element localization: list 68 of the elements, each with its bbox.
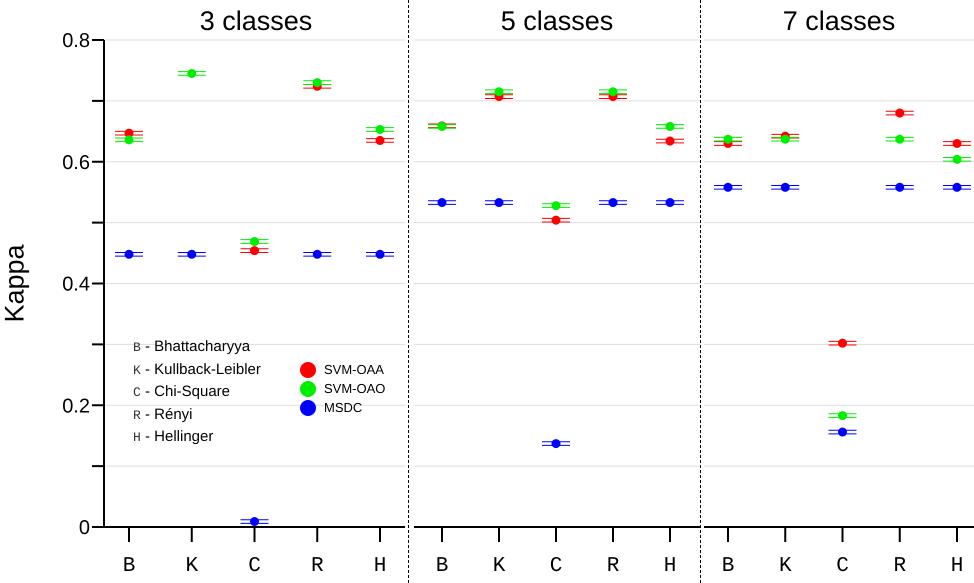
point	[895, 134, 904, 144]
point	[723, 134, 733, 144]
point	[437, 198, 447, 208]
y-tick-label: 0.6	[62, 152, 90, 174]
point	[952, 138, 962, 148]
legend-label: MSDC	[324, 400, 362, 415]
point	[665, 122, 675, 131]
x-tick-label: H	[950, 554, 964, 578]
point	[375, 136, 385, 145]
x-tick-label: H	[374, 554, 386, 578]
point	[952, 182, 962, 192]
point	[494, 87, 504, 96]
point	[250, 246, 260, 256]
point	[551, 201, 561, 210]
x-tick-label: K	[492, 554, 506, 578]
point	[895, 182, 904, 192]
annotation: B - Bhattacharyya	[133, 338, 250, 355]
point	[124, 250, 134, 259]
chart-title: 5 classes	[500, 6, 614, 37]
legend-label: SVM-OAO	[324, 381, 386, 396]
point	[375, 124, 385, 134]
x-tick-label: C	[550, 554, 562, 578]
point	[780, 182, 790, 192]
point	[723, 182, 733, 192]
x-tick-label: H	[664, 554, 676, 578]
point	[895, 108, 904, 118]
x-tick-label: R	[310, 554, 324, 578]
x-tick-label: B	[436, 554, 448, 578]
annotation: H - Hellinger	[133, 428, 214, 445]
y-tick-label: 0.4	[62, 274, 90, 296]
point	[494, 198, 504, 208]
point	[551, 216, 561, 225]
point	[780, 134, 790, 144]
point	[187, 68, 196, 78]
point	[838, 411, 848, 420]
point	[838, 428, 848, 437]
x-tick-label: R	[893, 554, 906, 578]
point	[665, 136, 675, 146]
point	[124, 135, 134, 144]
point	[250, 517, 260, 526]
point	[838, 338, 848, 348]
annotation: K - Kullback-Leibler	[133, 360, 261, 378]
annotation: C - Chi-Square	[133, 383, 230, 400]
x-tick-label: R	[606, 554, 620, 578]
point	[608, 87, 618, 96]
x-tick-label: B	[122, 554, 136, 578]
y-tick-label: 0	[78, 517, 90, 540]
annotation: R - Rényi	[133, 406, 192, 422]
point	[551, 439, 561, 448]
x-tick-label: K	[778, 554, 792, 578]
y-axis-title: Kappa	[0, 243, 30, 323]
x-tick-label: K	[185, 554, 198, 578]
chart-title: 3 classes	[198, 6, 314, 37]
point	[375, 250, 385, 259]
point	[250, 236, 260, 246]
legend-label: SVM-OAA	[324, 362, 384, 377]
point	[187, 250, 196, 259]
x-tick-label: B	[722, 554, 734, 578]
y-tick-label: 0.2	[62, 395, 90, 418]
y-tick-label: 0.8	[62, 30, 90, 52]
x-tick-label: C	[248, 554, 261, 578]
point	[608, 198, 618, 208]
x-tick-label: C	[836, 554, 849, 578]
chart-title: 7 classes	[782, 6, 896, 37]
point	[312, 250, 322, 259]
point	[952, 154, 962, 164]
point	[665, 198, 675, 208]
point	[312, 78, 322, 88]
